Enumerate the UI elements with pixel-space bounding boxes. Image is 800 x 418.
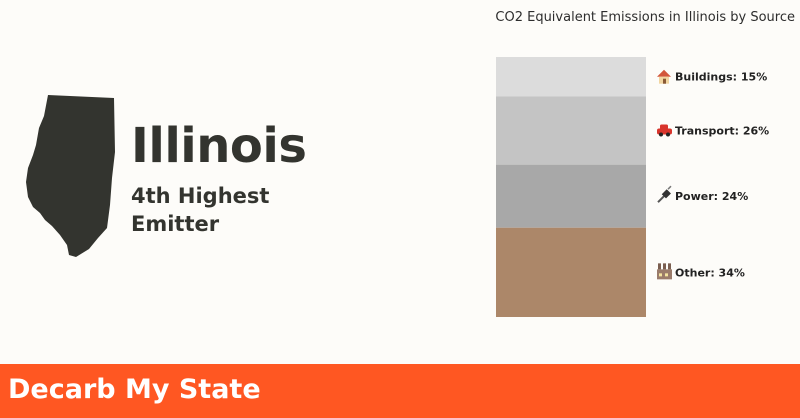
bar-segment-power (496, 164, 646, 228)
bar-segment-transport (496, 96, 646, 165)
chart-title: CO2 Equivalent Emissions in Illinois by … (495, 10, 795, 25)
factory-icon (657, 263, 672, 280)
bar-segment-buildings (496, 57, 646, 97)
car-icon (657, 124, 672, 137)
house-icon (657, 69, 671, 84)
emitter-rank: 4th Highest Emitter (131, 184, 270, 236)
segment-label-transport: Transport: 26% (675, 125, 769, 138)
illinois-state-map (26, 95, 115, 257)
segment-label-power: Power: 24% (675, 190, 748, 203)
bar-segment-other (496, 227, 646, 317)
footer-banner: Decarb My State (0, 364, 800, 418)
state-name: Illinois (131, 118, 307, 174)
plug-icon (657, 185, 672, 203)
segment-label-other: Other: 34% (675, 266, 745, 279)
footer-title: Decarb My State (8, 374, 261, 405)
segment-label-buildings: Buildings: 15% (675, 71, 767, 84)
